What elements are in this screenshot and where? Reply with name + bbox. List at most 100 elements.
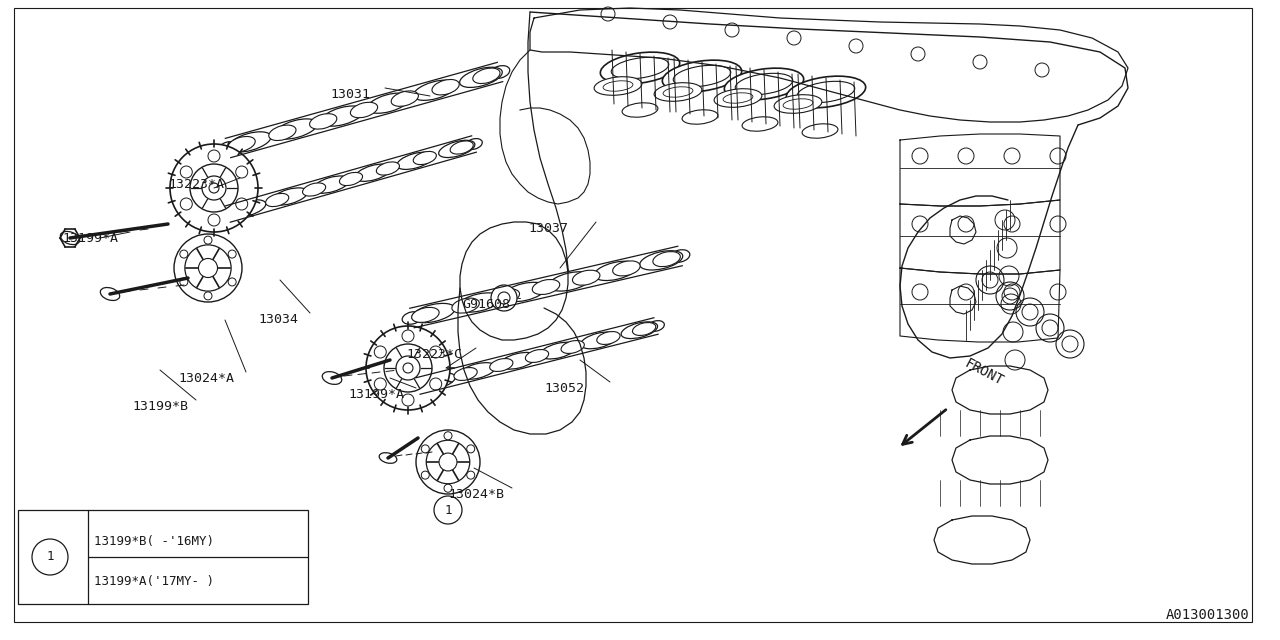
Ellipse shape (723, 93, 753, 103)
Ellipse shape (581, 332, 617, 349)
Circle shape (421, 445, 429, 453)
Ellipse shape (419, 373, 456, 390)
Text: 13199*A: 13199*A (61, 232, 118, 245)
Ellipse shape (613, 261, 640, 276)
Ellipse shape (472, 68, 500, 84)
Ellipse shape (490, 358, 513, 371)
Ellipse shape (600, 52, 680, 84)
Ellipse shape (499, 353, 536, 369)
Circle shape (236, 198, 248, 210)
Text: 13052: 13052 (544, 382, 584, 395)
Ellipse shape (540, 342, 576, 359)
Circle shape (184, 245, 232, 291)
Text: 13223*A: 13223*A (168, 178, 224, 191)
Ellipse shape (228, 136, 255, 152)
Circle shape (498, 292, 509, 304)
Text: 13199*A: 13199*A (348, 388, 404, 401)
Ellipse shape (742, 116, 778, 131)
Circle shape (430, 346, 442, 358)
Ellipse shape (653, 252, 681, 267)
Circle shape (416, 430, 480, 494)
Ellipse shape (392, 91, 419, 106)
Circle shape (209, 183, 219, 193)
Ellipse shape (379, 452, 397, 463)
Circle shape (403, 363, 413, 373)
Ellipse shape (229, 204, 252, 217)
Text: 1: 1 (444, 504, 452, 516)
Circle shape (180, 198, 192, 210)
Ellipse shape (310, 114, 337, 129)
Ellipse shape (367, 93, 410, 113)
Circle shape (374, 378, 387, 390)
Circle shape (174, 234, 242, 302)
Ellipse shape (412, 307, 439, 323)
Ellipse shape (803, 124, 838, 138)
Ellipse shape (413, 80, 456, 100)
Circle shape (180, 166, 192, 178)
Ellipse shape (549, 272, 591, 291)
Text: 13031: 13031 (330, 88, 370, 101)
Ellipse shape (339, 172, 362, 186)
Circle shape (366, 326, 451, 410)
Ellipse shape (439, 140, 475, 157)
Ellipse shape (596, 332, 620, 344)
Circle shape (384, 344, 433, 392)
Circle shape (202, 176, 227, 200)
Ellipse shape (603, 81, 632, 92)
Text: 13024*B: 13024*B (448, 488, 504, 501)
Ellipse shape (673, 65, 731, 86)
Ellipse shape (457, 293, 500, 312)
Ellipse shape (654, 83, 701, 101)
Circle shape (204, 236, 212, 244)
Ellipse shape (612, 58, 668, 79)
Ellipse shape (622, 103, 658, 117)
Ellipse shape (269, 125, 296, 141)
Circle shape (402, 394, 413, 406)
Ellipse shape (351, 102, 378, 118)
Ellipse shape (323, 372, 342, 385)
Circle shape (426, 440, 470, 484)
Ellipse shape (275, 119, 317, 139)
Ellipse shape (561, 340, 585, 353)
Circle shape (180, 278, 188, 286)
Ellipse shape (774, 95, 822, 113)
Circle shape (228, 250, 236, 258)
Ellipse shape (594, 261, 637, 280)
Circle shape (236, 166, 248, 178)
Ellipse shape (663, 87, 692, 97)
Circle shape (434, 496, 462, 524)
Ellipse shape (419, 376, 442, 390)
Ellipse shape (402, 312, 422, 324)
Circle shape (396, 356, 420, 380)
Ellipse shape (302, 183, 325, 196)
Ellipse shape (397, 152, 433, 170)
Text: 1: 1 (46, 550, 54, 563)
Circle shape (180, 250, 188, 258)
Text: G91608: G91608 (462, 298, 509, 311)
Ellipse shape (640, 251, 682, 270)
Ellipse shape (621, 322, 658, 339)
Text: 13034: 13034 (259, 313, 298, 326)
Ellipse shape (412, 303, 454, 323)
Ellipse shape (492, 289, 520, 304)
Circle shape (439, 453, 457, 471)
Text: 13024*A: 13024*A (178, 372, 234, 385)
Bar (18, 510, 308, 604)
Ellipse shape (490, 66, 509, 78)
Text: A013001300: A013001300 (1166, 608, 1251, 622)
Ellipse shape (229, 200, 266, 217)
Ellipse shape (271, 188, 307, 205)
Ellipse shape (454, 367, 477, 380)
Circle shape (402, 330, 413, 342)
Circle shape (198, 259, 218, 278)
Ellipse shape (525, 349, 549, 362)
Circle shape (32, 539, 68, 575)
Circle shape (430, 378, 442, 390)
Ellipse shape (466, 139, 483, 149)
Text: 13199*A('17MY- ): 13199*A('17MY- ) (93, 575, 214, 588)
Circle shape (467, 471, 475, 479)
Circle shape (467, 445, 475, 453)
Ellipse shape (724, 68, 804, 100)
Ellipse shape (648, 321, 664, 332)
Ellipse shape (783, 99, 813, 109)
